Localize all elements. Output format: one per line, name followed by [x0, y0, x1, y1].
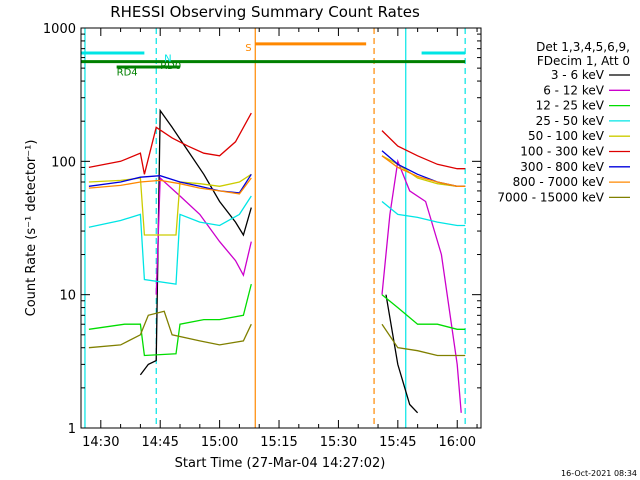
legend: Det 1,3,4,5,6,9,FDecim 1, Att 03 - 6 keV… — [497, 40, 630, 204]
y-tick-label: 100 — [51, 155, 76, 170]
series-line-3 — [88, 195, 466, 285]
x-axis-label: Start Time (27-Mar-04 14:27:02) — [175, 456, 386, 471]
series-line-0 — [139, 108, 419, 414]
flag-label-2: S — [245, 43, 251, 54]
x-tick-label: 16:00 — [439, 435, 476, 450]
y-tick-label: 1 — [68, 422, 76, 437]
chart-title: RHESSI Observing Summary Count Rates — [110, 3, 420, 21]
legend-entry-label: 50 - 100 keV — [528, 129, 605, 143]
legend-header-line: FDecim 1, Att 0 — [537, 54, 630, 68]
legend-entry-label: 3 - 6 keV — [551, 68, 605, 82]
flag-label-1: N — [164, 54, 171, 65]
series-line-1 — [155, 158, 462, 413]
x-tick-label: 14:30 — [82, 435, 119, 450]
legend-header-line: Det 1,3,4,5,6,9, — [536, 40, 630, 54]
legend-entry-label: 300 - 800 keV — [520, 160, 604, 174]
legend-entry-label: 7000 - 15000 keV — [497, 190, 604, 204]
series-line-4 — [88, 155, 466, 236]
series-line-5 — [88, 112, 466, 175]
series-line-8 — [88, 310, 466, 357]
legend-entry-label: 25 - 50 keV — [536, 114, 605, 128]
x-tick-label: 15:30 — [320, 435, 357, 450]
flag-label-4: RD4 — [117, 68, 138, 79]
legend-entry-label: 6 - 12 keV — [543, 83, 605, 97]
legend-entry-label: 800 - 7000 keV — [513, 175, 605, 189]
y-tick-label: 10 — [59, 289, 76, 304]
x-tick-label: 15:15 — [260, 435, 297, 450]
x-tick-label: 15:00 — [201, 435, 238, 450]
legend-entry-label: 12 - 25 keV — [536, 99, 605, 113]
x-tick-label: 14:45 — [141, 435, 178, 450]
plot-area: N S RD0 RD4 1 10 100 1000 14:30 14:45 15:00 15:15 15… — [43, 22, 482, 450]
y-axis-label: Count Rate (s⁻¹ detector⁻¹) — [24, 140, 39, 317]
series-line-7 — [88, 155, 466, 195]
series-line-2 — [88, 283, 466, 357]
plot-frame — [80, 27, 482, 429]
legend-entry-label: 100 - 300 keV — [520, 145, 604, 159]
timestamp: 16-Oct-2021 08:34 — [561, 469, 637, 478]
y-tick-label: 1000 — [43, 22, 76, 37]
flag-label-3: RD0 — [160, 61, 181, 72]
x-tick-label: 15:45 — [379, 435, 416, 450]
